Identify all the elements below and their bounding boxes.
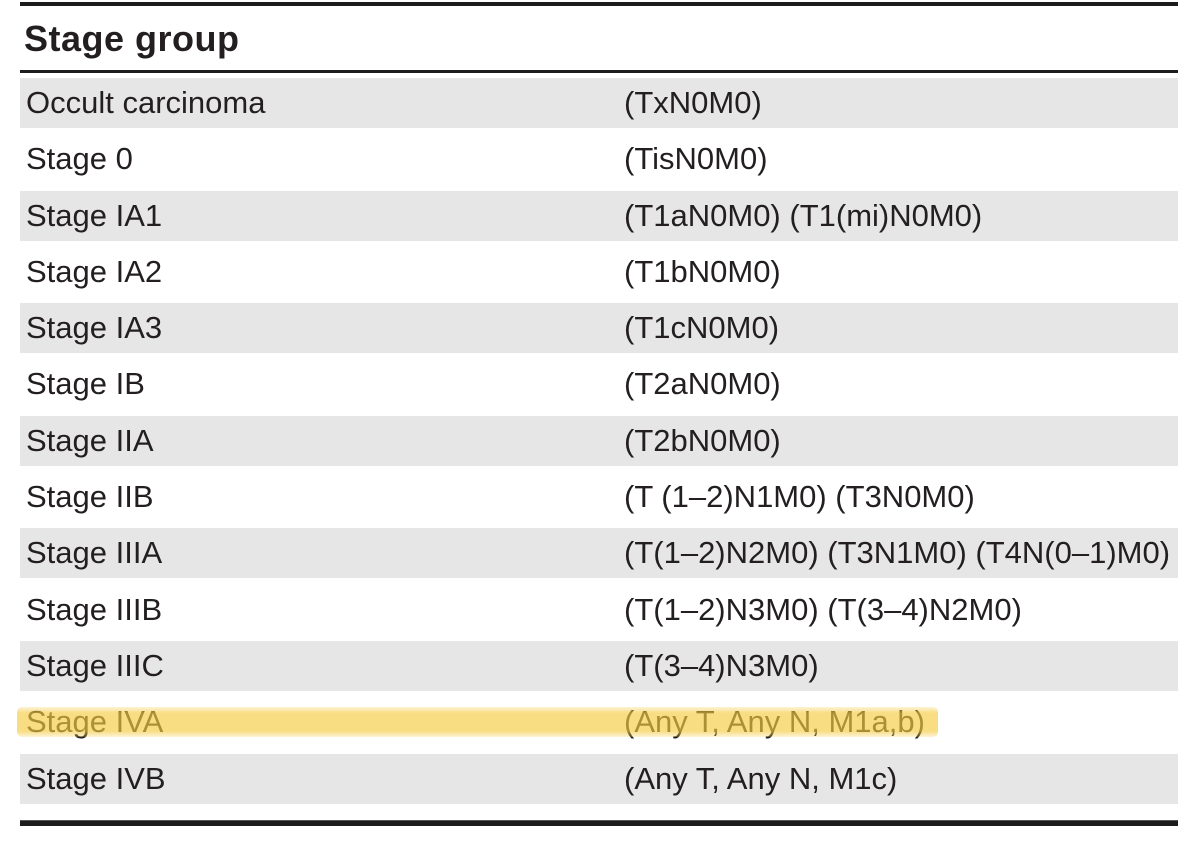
bottom-rule bbox=[20, 819, 1178, 826]
stage-label: Stage IA1 bbox=[26, 197, 163, 233]
table-row-stage-ivb: Stage IVB (Any T, Any N, M1c) bbox=[20, 753, 1178, 804]
stage-label: Stage IIIB bbox=[26, 591, 163, 627]
table-row-stage-ia3: Stage IA3 (T1cN0M0) bbox=[20, 303, 1178, 354]
tnm-value: (T2aN0M0) bbox=[624, 366, 781, 402]
top-rule bbox=[20, 2, 1178, 6]
stage-label: Stage IA2 bbox=[26, 253, 163, 289]
table-title: Stage group bbox=[24, 18, 240, 59]
stage-label: Stage IIIA bbox=[26, 535, 163, 571]
table-row-stage-iiia: Stage IIIA (T(1–2)N2M0) (T3N1M0) (T4N(0–… bbox=[20, 528, 1178, 579]
table-row-stage-iia: Stage IIA (T2bN0M0) bbox=[20, 415, 1178, 466]
stage-group-table: Stage group Occult carcinoma (TxN0M0) St… bbox=[17, 0, 1178, 826]
tnm-value: (T(1–2)N2M0) (T3N1M0) (T4N(0–1)M0) bbox=[624, 535, 1171, 571]
tnm-value: (T1aN0M0) (T1(mi)N0M0) bbox=[624, 197, 983, 233]
table-row-occult-carcinoma: Occult carcinoma (TxN0M0) bbox=[20, 78, 1178, 128]
tnm-value: (T1bN0M0) bbox=[624, 253, 781, 289]
tnm-value: (T(3–4)N3M0) bbox=[624, 647, 819, 683]
tnm-value: (T (1–2)N1M0) (T3N0M0) bbox=[624, 479, 975, 515]
table-body: Occult carcinoma (TxN0M0) Stage 0 (TisN0… bbox=[17, 78, 1178, 804]
tnm-value: (TxN0M0) bbox=[624, 85, 762, 120]
tnm-value: (TisN0M0) bbox=[624, 141, 768, 177]
stage-label: Stage IVA bbox=[26, 704, 164, 740]
table-row-stage-ia1: Stage IA1 (T1aN0M0) (T1(mi)N0M0) bbox=[20, 190, 1178, 241]
stage-label: Stage IA3 bbox=[26, 310, 163, 346]
stage-label: Stage IIA bbox=[26, 422, 154, 458]
stage-label: Stage IIIC bbox=[26, 647, 164, 683]
table-row-stage-iib: Stage IIB (T (1–2)N1M0) (T3N0M0) bbox=[20, 472, 1178, 522]
table-row-stage-iiib: Stage IIIB (T(1–2)N3M0) (T(3–4)N2M0) bbox=[20, 585, 1178, 635]
stage-label: Stage IIB bbox=[26, 479, 154, 515]
table-row-stage-0: Stage 0 (TisN0M0) bbox=[20, 134, 1178, 184]
table-row-stage-ib: Stage IB (T2aN0M0) bbox=[20, 359, 1178, 409]
header-rule bbox=[20, 70, 1178, 73]
table-row-stage-iiic: Stage IIIC (T(3–4)N3M0) bbox=[20, 640, 1178, 691]
tnm-value: (T1cN0M0) bbox=[624, 310, 780, 346]
tnm-value: (Any T, Any N, M1a,b) bbox=[624, 704, 925, 740]
stage-label: Stage 0 bbox=[26, 141, 133, 177]
table-row-stage-iva: Stage IVA (Any T, Any N, M1a,b) bbox=[17, 697, 1178, 747]
stage-label: Stage IVB bbox=[26, 760, 166, 796]
stage-label: Stage IB bbox=[26, 366, 145, 402]
table-row-stage-ia2: Stage IA2 (T1bN0M0) bbox=[20, 247, 1178, 297]
tnm-value: (Any T, Any N, M1c) bbox=[624, 760, 898, 796]
tnm-value: (T2bN0M0) bbox=[624, 422, 781, 458]
tnm-value: (T(1–2)N3M0) (T(3–4)N2M0) bbox=[624, 591, 1022, 627]
stage-label: Occult carcinoma bbox=[26, 85, 266, 120]
